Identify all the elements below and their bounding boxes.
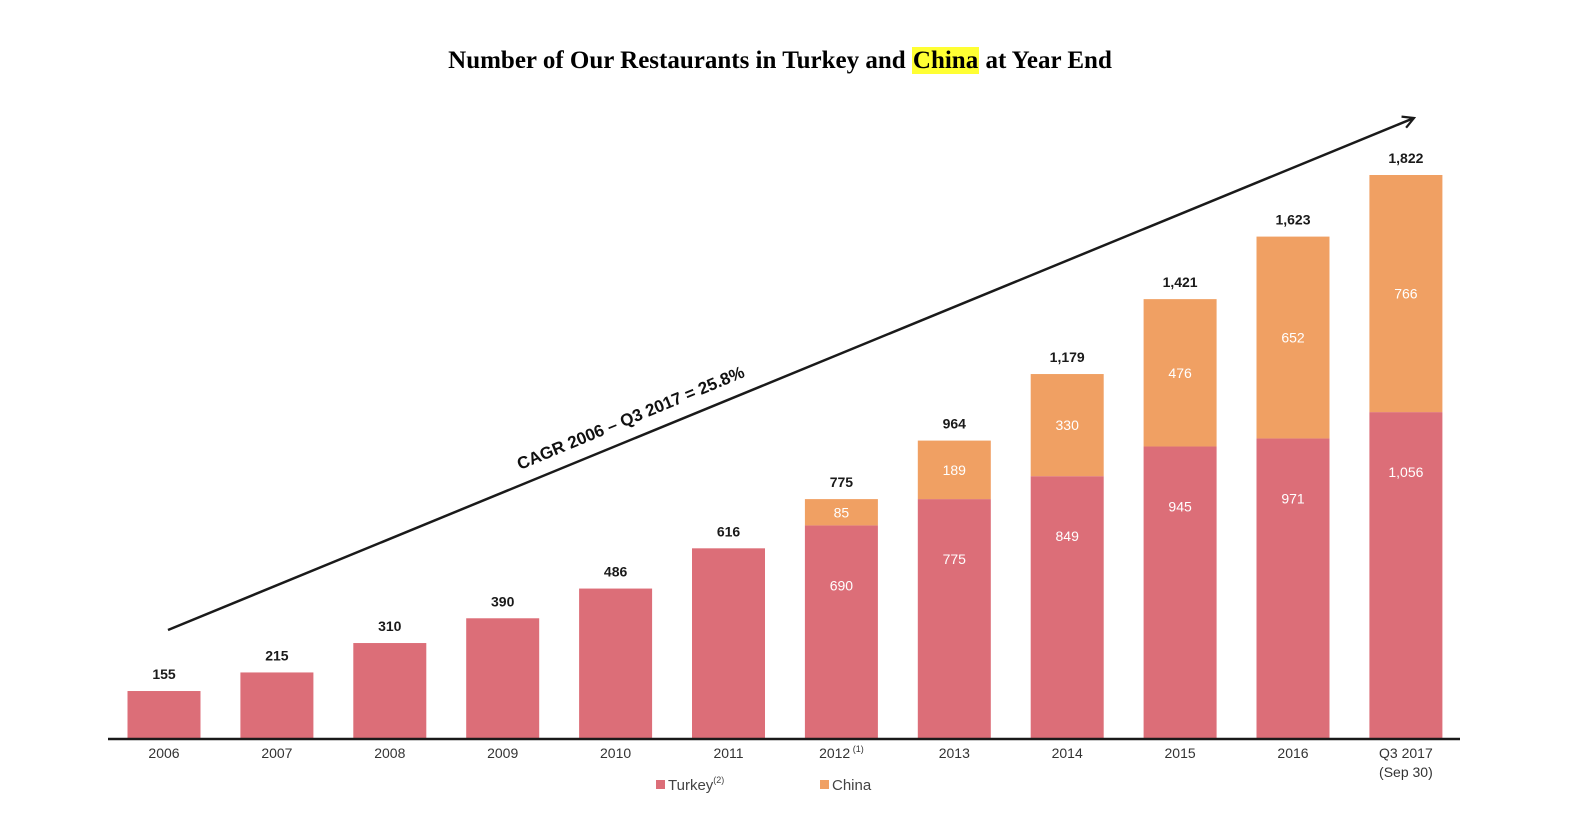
bar-china-2016 [1256,236,1330,439]
bar-turkey-2006 [127,691,201,739]
cagr-arrow [167,118,1414,632]
total-value-label: 1,421 [1163,274,1198,290]
bar-turkey-2012 [804,525,878,739]
x-tick-label: 2015 [1165,745,1196,761]
x-tick-label: 2012 (1) [819,744,864,761]
total-value-label: 310 [378,618,402,634]
x-tick-text: 2009 [487,745,518,761]
turkey-value-label: 775 [943,551,967,567]
bar-china-2014 [1030,374,1104,477]
bar-turkey-2014 [1030,476,1104,739]
x-tick-label: 2008 [374,745,405,761]
x-tick-text: 2016 [1277,745,1308,761]
total-value-label: 486 [604,564,628,580]
title-highlight: China [911,47,980,74]
x-tick-text: 2015 [1165,745,1196,761]
total-value-label: 155 [152,666,176,682]
legend-label-china: China [832,777,872,794]
bar-turkey-q3-2017 [1369,412,1443,739]
total-value-label: 775 [830,474,854,490]
x-tick-label: 2009 [487,745,518,761]
turkey-value-label: 690 [830,577,854,593]
bar-turkey-2008 [353,643,427,739]
x-tick-sublabel: (Sep 30) [1379,764,1433,780]
x-tick-label: 2016 [1277,745,1308,761]
legend-swatch-turkey [656,780,665,789]
total-label-group: 155 215 310 390 486 616 775 964 1,179 1,421 1,623 1… [152,150,1423,682]
x-tick-label: 2006 [148,745,179,761]
total-value-label: 1,623 [1275,212,1310,228]
total-value-label: 616 [717,523,741,539]
total-value-label: 1,179 [1050,349,1085,365]
turkey-value-label: 945 [1168,498,1192,514]
legend-label-turkey: Turkey(2) [668,775,724,794]
turkey-value-label: 1,056 [1388,464,1423,480]
x-tick-label: 2011 [713,745,743,761]
bar-china-2015 [1143,299,1217,447]
chart-title: Number of Our Restaurants in Turkey and … [0,47,1560,75]
bar-china-2012 [804,499,878,526]
bar-china-2013 [917,440,991,500]
legend-turkey-superscript: (2) [713,775,724,785]
x-tick-label: 2007 [261,745,292,761]
x-tick-label: 2010 [600,745,631,761]
total-value-label: 964 [943,416,967,432]
title-after: at Year End [979,47,1112,74]
china-value-label: 330 [1056,417,1080,433]
x-tick-label: 2013 [939,745,970,761]
x-tick-text: 2010 [600,745,631,761]
bar-turkey-2011 [692,548,765,739]
bar-turkey-2016 [1256,438,1330,739]
title-before: Number of Our Restaurants in Turkey and [448,47,912,74]
x-tick-text: Q3 2017 [1379,745,1433,761]
china-value-label: 476 [1168,365,1192,381]
x-tick-superscript: (1) [850,744,864,754]
x-tick-text: 2007 [261,745,292,761]
total-value-label: 390 [491,593,515,609]
total-value-label: 215 [265,647,289,663]
x-tick-label: 2014 [1052,745,1083,761]
x-tick-text: 2013 [939,745,970,761]
bar-turkey-2015 [1143,446,1217,739]
x-tick-label-group: 2006 2007 2008 2009 2010 2011 2012 (1) 2013 2014… [148,744,1433,780]
turkey-value-label: 849 [1056,528,1080,544]
bar-china-q3-2017 [1369,175,1443,413]
bar-group: 85 690 189 775 330 849 476 945 652 971 766 1,056 [127,175,1443,739]
x-tick-text: 2008 [374,745,405,761]
bar-turkey-2009 [466,618,540,739]
turkey-value-label: 971 [1281,490,1305,506]
x-tick-text: 2012 [819,745,850,761]
china-value-label: 189 [943,462,967,478]
legend-swatch-china [820,780,829,789]
x-tick-text: 2006 [148,745,179,761]
china-value-label: 766 [1394,286,1418,302]
bar-turkey-2010 [579,588,653,739]
total-value-label: 1,822 [1388,150,1423,166]
china-value-label: 85 [834,504,850,520]
x-tick-text: 2011 [713,745,743,761]
legend: Turkey(2) China [656,775,872,794]
legend-turkey-name: Turkey [668,777,714,794]
china-value-label: 652 [1281,330,1305,346]
x-tick-label: Q3 2017 [1379,745,1433,761]
x-tick-text: 2014 [1052,745,1083,761]
bar-turkey-2013 [917,499,991,739]
cagr-annotation: CAGR 2006 – Q3 2017 = 25.8% [514,363,747,474]
bar-turkey-2007 [240,672,314,739]
